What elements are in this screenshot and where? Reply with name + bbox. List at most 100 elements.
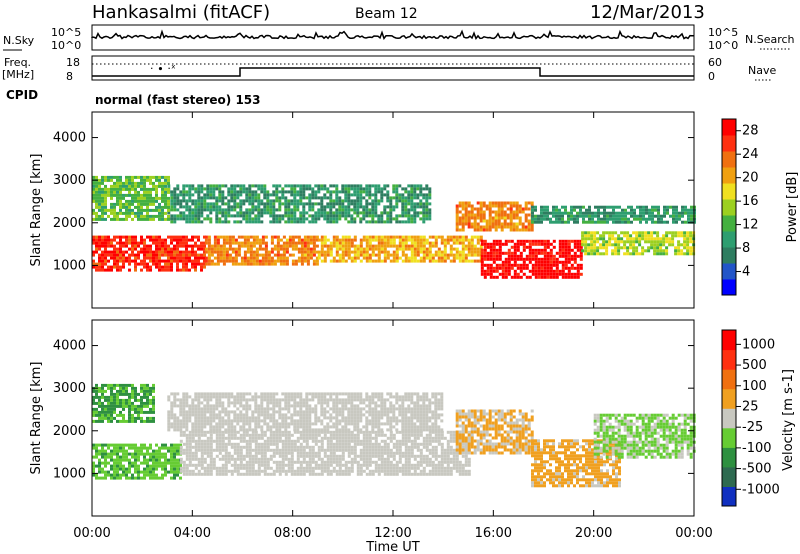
echo-cell	[368, 187, 372, 191]
echo-cell	[515, 228, 519, 232]
echo-cell	[570, 205, 573, 209]
echo-cell	[248, 472, 252, 476]
echo-cell	[176, 265, 179, 269]
echo-cell	[359, 439, 363, 443]
echo-cell	[347, 187, 351, 191]
echo-cell	[347, 199, 351, 203]
echo-cell	[281, 469, 285, 473]
echo-cell	[167, 202, 170, 206]
echo-cell	[119, 449, 122, 453]
echo-cell	[320, 235, 324, 239]
echo-cell	[425, 187, 429, 191]
echo-cell	[308, 205, 312, 209]
echo-cell	[312, 262, 316, 266]
echo-cell	[204, 262, 208, 266]
echo-cell	[113, 458, 116, 462]
echo-cell	[122, 196, 125, 200]
echo-cell	[522, 242, 526, 246]
echo-cell	[194, 256, 197, 260]
echo-cell	[300, 244, 304, 248]
echo-cell	[104, 250, 107, 254]
echo-cell	[338, 457, 342, 461]
echo-cell	[215, 445, 219, 449]
echo-cell	[416, 463, 420, 467]
echo-cell	[260, 448, 264, 452]
echo-cell	[654, 208, 657, 212]
echo-cell	[413, 184, 417, 188]
echo-cell	[365, 238, 369, 242]
echo-cell	[194, 265, 197, 269]
echo-cell	[284, 451, 288, 455]
echo-cell	[443, 451, 447, 455]
echo-cell	[371, 199, 375, 203]
echo-cell	[353, 199, 357, 203]
power-colorbar-label: Power [dB]	[785, 172, 800, 243]
echo-cell	[119, 178, 122, 182]
echo-cell	[341, 202, 345, 206]
echo-cell	[389, 463, 393, 467]
echo-cell	[648, 214, 651, 218]
echo-cell	[263, 457, 267, 461]
echo-cell	[311, 190, 315, 194]
echo-cell	[362, 454, 366, 458]
echo-cell	[222, 262, 226, 266]
echo-cell	[246, 238, 250, 242]
echo-cell	[206, 214, 210, 218]
echo-cell	[678, 217, 681, 221]
echo-cell	[302, 211, 306, 215]
echo-cell	[528, 257, 532, 261]
echo-cell	[284, 211, 288, 215]
echo-cell	[128, 464, 131, 468]
echo-cell	[621, 208, 624, 212]
echo-cell	[294, 244, 298, 248]
echo-cell	[347, 241, 351, 245]
echo-cell	[272, 205, 276, 209]
echo-cell	[407, 202, 411, 206]
echo-cell	[200, 428, 204, 432]
echo-cell	[185, 469, 189, 473]
echo-cell	[242, 433, 246, 437]
echo-cell	[116, 473, 119, 477]
echo-cell	[206, 419, 210, 423]
echo-cell	[173, 470, 176, 474]
echo-cell	[239, 439, 243, 443]
echo-cell	[458, 235, 462, 239]
echo-cell	[374, 463, 378, 467]
echo-cell	[233, 193, 237, 197]
echo-cell	[278, 466, 282, 470]
echo-cell	[125, 214, 128, 218]
echo-cell	[203, 448, 207, 452]
echo-cell	[197, 472, 201, 476]
echo-cell	[374, 235, 378, 239]
echo-cell	[140, 476, 143, 480]
echo-cell	[576, 254, 580, 258]
echo-cell	[407, 190, 411, 194]
echo-cell	[630, 211, 633, 215]
echo-cell	[383, 460, 387, 464]
echo-cell	[507, 248, 511, 252]
echo-cell	[317, 448, 321, 452]
echo-cell	[122, 458, 125, 462]
echo-cell	[320, 463, 324, 467]
echo-cell	[461, 259, 465, 263]
echo-cell	[113, 190, 116, 194]
echo-cell	[170, 422, 174, 426]
echo-cell	[353, 445, 357, 449]
echo-cell	[288, 238, 292, 242]
echo-cell	[203, 217, 207, 221]
echo-cell	[452, 433, 456, 437]
echo-cell	[101, 202, 104, 206]
echo-cell	[308, 460, 312, 464]
echo-cell	[401, 205, 405, 209]
echo-cell	[134, 449, 137, 453]
echo-cell	[506, 216, 510, 220]
echo-cell	[398, 457, 402, 461]
echo-cell	[294, 235, 298, 239]
echo-cell	[434, 244, 438, 248]
echo-cell	[170, 404, 174, 408]
echo-cell	[209, 395, 213, 399]
echo-cell	[428, 190, 432, 194]
echo-cell	[266, 466, 270, 470]
echo-cell	[371, 211, 375, 215]
